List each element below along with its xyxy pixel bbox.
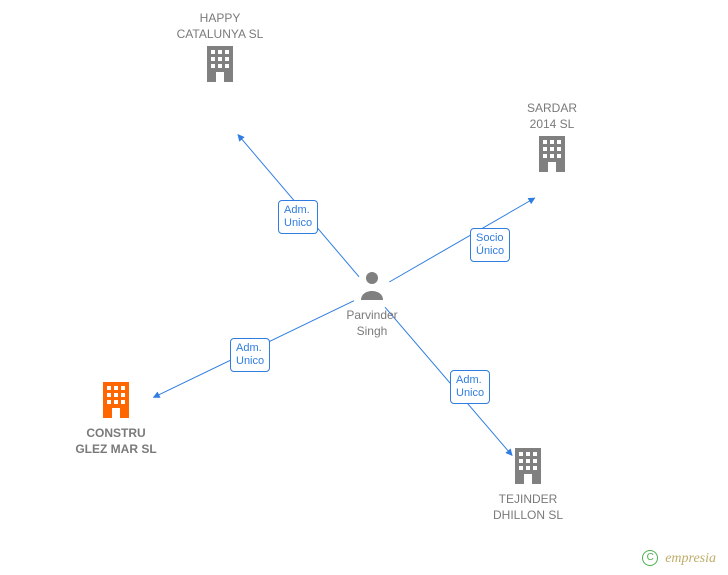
company-node-sardar[interactable]: SARDAR 2014 SL [497,100,607,177]
edge-label: Adm. Unico [450,370,490,404]
building-icon [511,471,545,488]
company-node-tejinder[interactable]: TEJINDER DHILLON SL [473,446,583,523]
company-label: HAPPY CATALUNYA SL [165,10,275,42]
center-label: Parvinder Singh [317,307,427,339]
edge-label: Socio Único [470,228,510,262]
company-node-constru[interactable]: CONSTRU GLEZ MAR SL [61,380,171,457]
brand-text: empresia [665,551,716,566]
company-label: CONSTRU GLEZ MAR SL [61,425,171,457]
copyright-icon: C [642,550,658,566]
building-icon [203,69,237,86]
company-label: TEJINDER DHILLON SL [473,491,583,523]
company-node-happy[interactable]: HAPPY CATALUNYA SL [165,10,275,87]
edge-label: Adm. Unico [230,338,270,372]
building-icon [535,159,569,176]
watermark: C empresia [642,549,716,567]
center-person-node[interactable]: Parvinder Singh [317,270,427,339]
company-label: SARDAR 2014 SL [497,100,607,132]
building-icon [99,405,133,422]
edge-label: Adm. Unico [278,200,318,234]
person-icon [359,270,385,300]
